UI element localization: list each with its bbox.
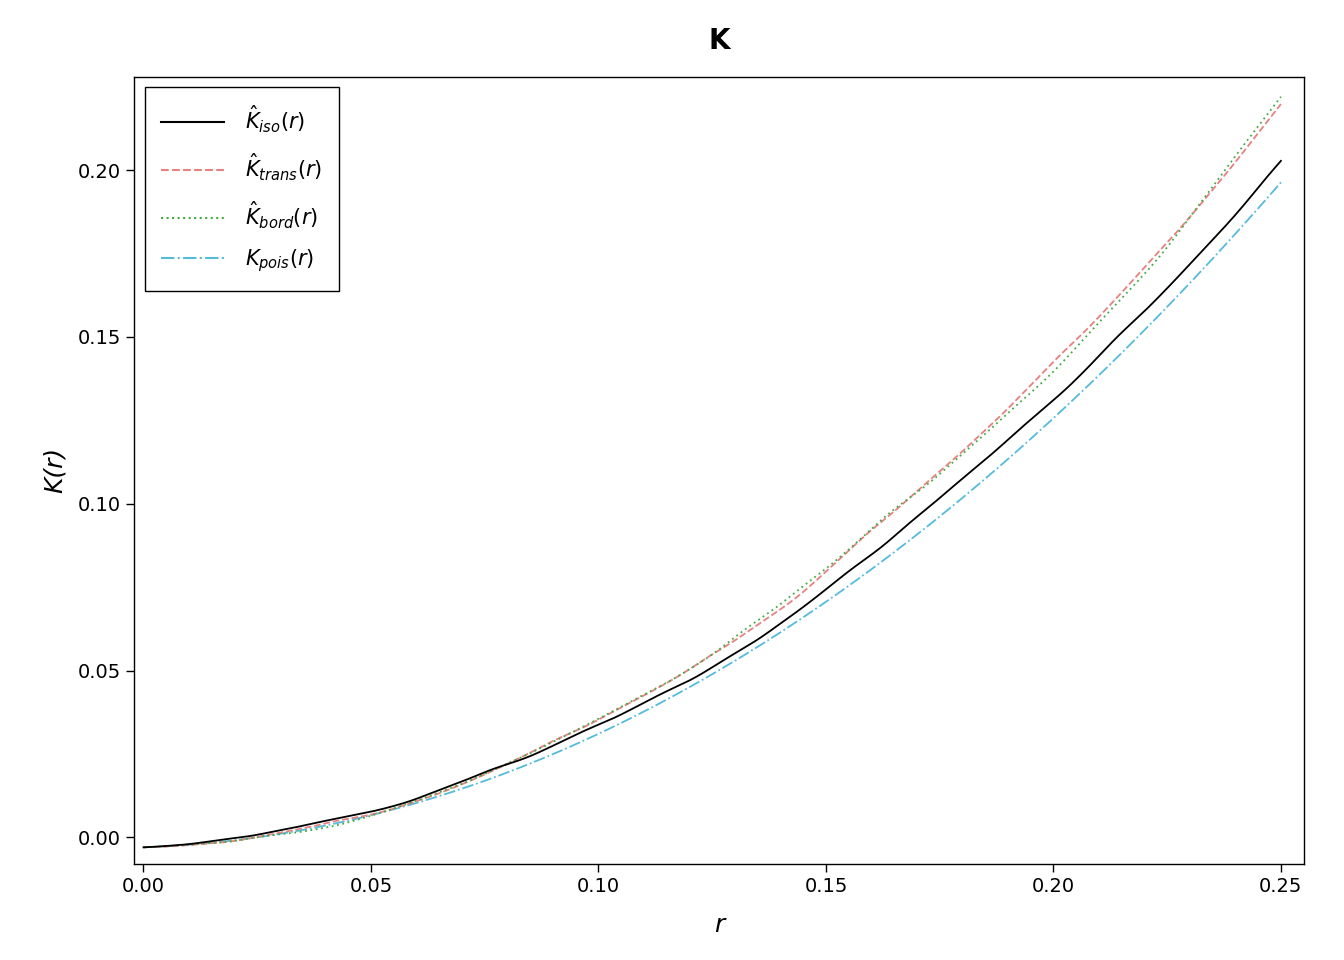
X-axis label: r: r	[714, 913, 724, 937]
Legend: $\hat{K}_{iso}(r)$, $\hat{K}_{trans}(r)$, $\hat{K}_{bord}(r)$, $K_{pois}(r)$: $\hat{K}_{iso}(r)$, $\hat{K}_{trans}(r)$…	[145, 87, 339, 291]
Y-axis label: K(r): K(r)	[43, 447, 67, 493]
Title: K: K	[708, 27, 730, 55]
